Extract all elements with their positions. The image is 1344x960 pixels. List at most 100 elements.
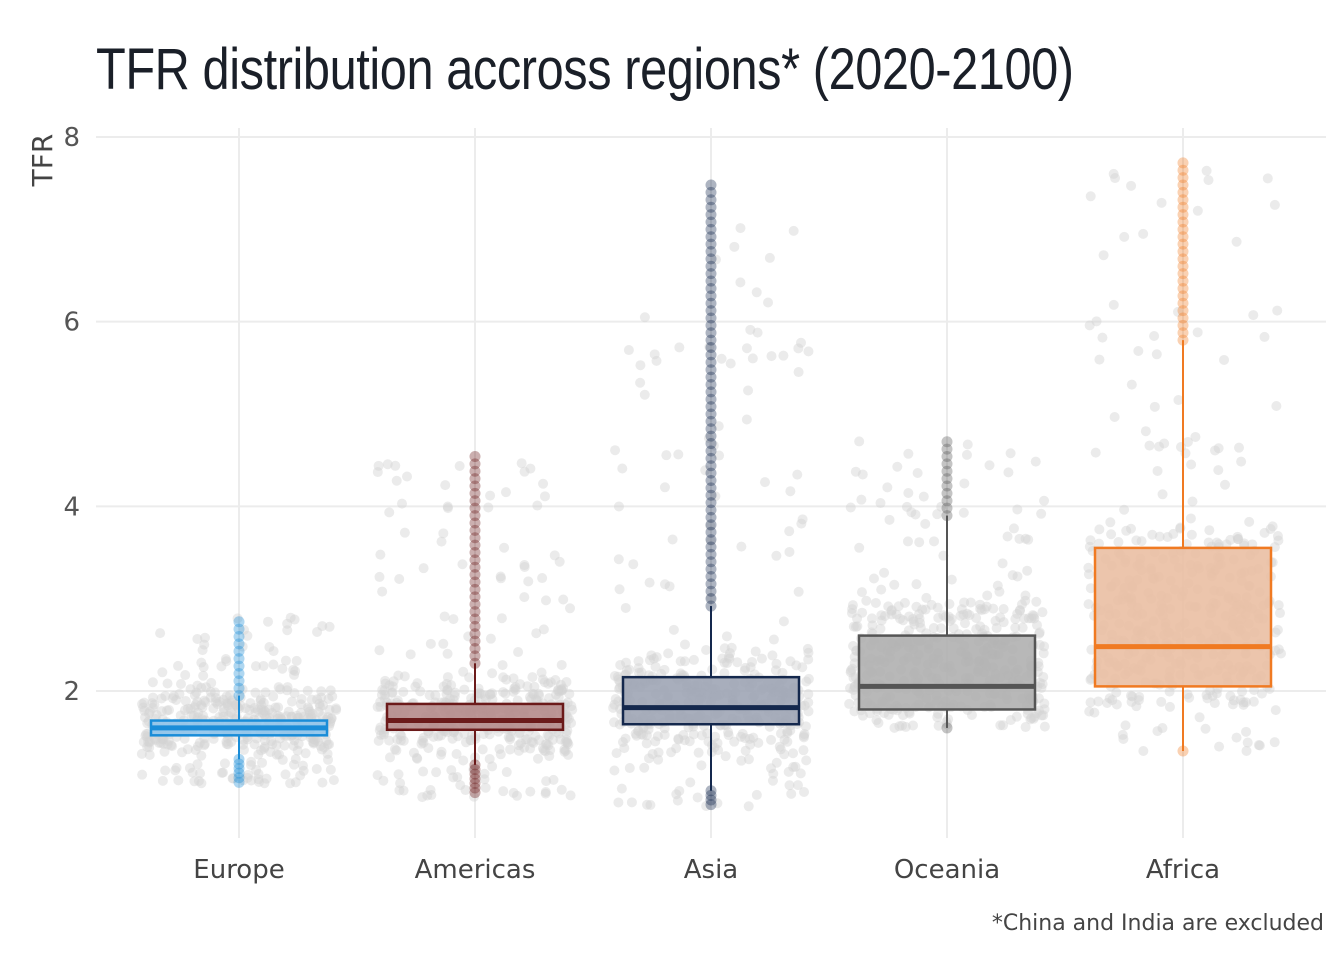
jitter-point	[914, 613, 925, 624]
jitter-point	[475, 689, 486, 700]
jitter-point	[522, 734, 533, 745]
jitter-point	[609, 717, 620, 728]
jitter-point	[1026, 713, 1037, 724]
jitter-point	[1202, 693, 1213, 704]
jitter-point	[259, 778, 270, 789]
jitter-point	[652, 731, 663, 742]
jitter-point	[614, 584, 625, 595]
jitter-point	[1248, 696, 1259, 707]
jitter-point	[729, 241, 740, 252]
jitter-point	[1085, 583, 1096, 594]
jitter-point	[558, 594, 569, 605]
jitter-point	[552, 685, 563, 696]
jitter-point	[1032, 620, 1043, 631]
jitter-point	[463, 631, 474, 642]
jitter-point	[764, 252, 775, 263]
y-axis-label: TFR	[26, 134, 59, 188]
jitter-point	[845, 502, 856, 513]
jitter-point	[495, 749, 506, 760]
jitter-point	[173, 775, 184, 786]
jitter-point	[904, 611, 915, 622]
jitter-point	[479, 768, 490, 779]
jitter-point	[771, 757, 782, 768]
outlier-point	[469, 510, 481, 522]
jitter-point	[290, 666, 301, 677]
jitter-point	[265, 746, 276, 757]
jitter-point	[378, 775, 389, 786]
jitter-point	[1190, 431, 1201, 442]
jitter-point	[899, 597, 910, 608]
jitter-point	[664, 581, 675, 592]
jitter-point	[251, 765, 262, 776]
jitter-point	[701, 801, 712, 812]
outlier-point	[705, 282, 717, 294]
jitter-point	[556, 784, 567, 795]
outlier-point	[705, 438, 717, 450]
jitter-point	[505, 744, 516, 755]
jitter-point	[138, 736, 149, 747]
jitter-point	[849, 651, 860, 662]
outlier-point	[1177, 290, 1189, 302]
jitter-point	[418, 766, 429, 777]
jitter-point	[1172, 306, 1183, 317]
jitter-point	[205, 686, 216, 697]
jitter-point	[719, 668, 730, 679]
jitter-point	[1184, 692, 1195, 703]
jitter-point	[451, 749, 462, 760]
outlier-point	[941, 495, 953, 507]
jitter-point	[436, 536, 447, 547]
jitter-point	[260, 687, 271, 698]
jitter-point	[197, 645, 208, 656]
jitter-point	[516, 458, 527, 469]
jitter-point	[847, 604, 858, 615]
jitter-point	[795, 768, 806, 779]
outlier-point	[705, 260, 717, 272]
jitter-point	[196, 682, 207, 693]
jitter-point	[962, 439, 973, 450]
jitter-point	[857, 607, 868, 618]
jitter-point	[425, 785, 436, 796]
outlier-point	[705, 319, 717, 331]
jitter-point	[1012, 504, 1023, 515]
outlier-point	[705, 297, 717, 309]
jitter-point	[948, 623, 959, 634]
jitter-point	[1031, 596, 1042, 607]
jitter-point	[226, 707, 237, 718]
jitter-point	[701, 644, 712, 655]
jitter-point	[907, 613, 918, 624]
outlier-point	[1177, 157, 1189, 169]
jitter-point	[390, 460, 401, 471]
jitter-point	[1121, 525, 1132, 536]
jitter-point	[474, 688, 485, 699]
jitter-point	[1126, 379, 1137, 390]
jitter-point	[1154, 531, 1165, 542]
jitter-point	[770, 665, 781, 676]
jitter-point	[713, 745, 724, 756]
jitter-point	[253, 768, 264, 779]
jitter-point	[671, 789, 682, 800]
jitter-point	[158, 734, 169, 745]
jitter-point	[703, 433, 714, 444]
jitter-point	[866, 613, 877, 624]
jitter-point	[623, 345, 634, 356]
jitter-point	[289, 735, 300, 746]
outlier-point	[469, 487, 481, 499]
jitter-point	[644, 655, 655, 666]
y-tick-label: 8	[63, 123, 80, 153]
jitter-point	[911, 601, 922, 612]
jitter-point	[712, 798, 723, 809]
jitter-point	[771, 550, 782, 561]
outlier-point	[705, 334, 717, 346]
jitter-point	[802, 643, 813, 654]
jitter-point	[943, 714, 954, 725]
jitter-point	[998, 720, 1009, 731]
jitter-point	[378, 729, 389, 740]
outlier-point	[1177, 282, 1189, 294]
jitter-point	[933, 720, 944, 731]
jitter-point	[651, 652, 662, 663]
jitter-point	[532, 500, 543, 511]
jitter-point	[1133, 695, 1144, 706]
jitter-point	[849, 658, 860, 669]
jitter-point	[1036, 682, 1047, 693]
jitter-point	[871, 715, 882, 726]
